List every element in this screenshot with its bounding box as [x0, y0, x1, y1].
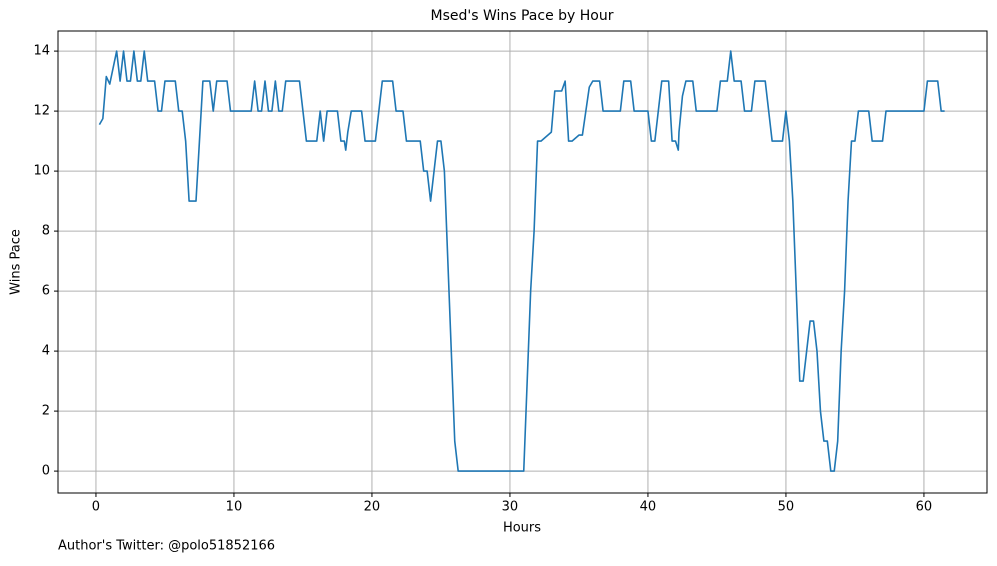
y-tick-label: 14: [33, 44, 50, 59]
plot-frame: [57, 30, 988, 494]
x-tick-label: 50: [778, 500, 795, 515]
x-tick-label: 60: [916, 500, 933, 515]
x-axis-label: Hours: [503, 521, 541, 536]
x-tick-label: 40: [640, 500, 657, 515]
y-tick-label: 0: [42, 464, 50, 479]
y-tick-label: 8: [42, 224, 50, 239]
x-tick-label: 10: [226, 500, 243, 515]
y-tick-label: 2: [42, 404, 50, 419]
x-tick-label: 0: [92, 500, 100, 515]
y-tick-label: 12: [33, 104, 50, 119]
y-tick-label: 4: [42, 344, 50, 359]
y-tick-label: 10: [33, 164, 50, 179]
y-tick-label: 6: [42, 284, 50, 299]
y-axis-label: Wins Pace: [9, 229, 24, 295]
data-line: [98, 50, 945, 472]
footnote: Author's Twitter: @polo51852166: [58, 539, 275, 554]
chart-title: Msed's Wins Pace by Hour: [430, 8, 613, 24]
x-tick-label: 30: [502, 500, 519, 515]
x-tick-label: 20: [364, 500, 381, 515]
